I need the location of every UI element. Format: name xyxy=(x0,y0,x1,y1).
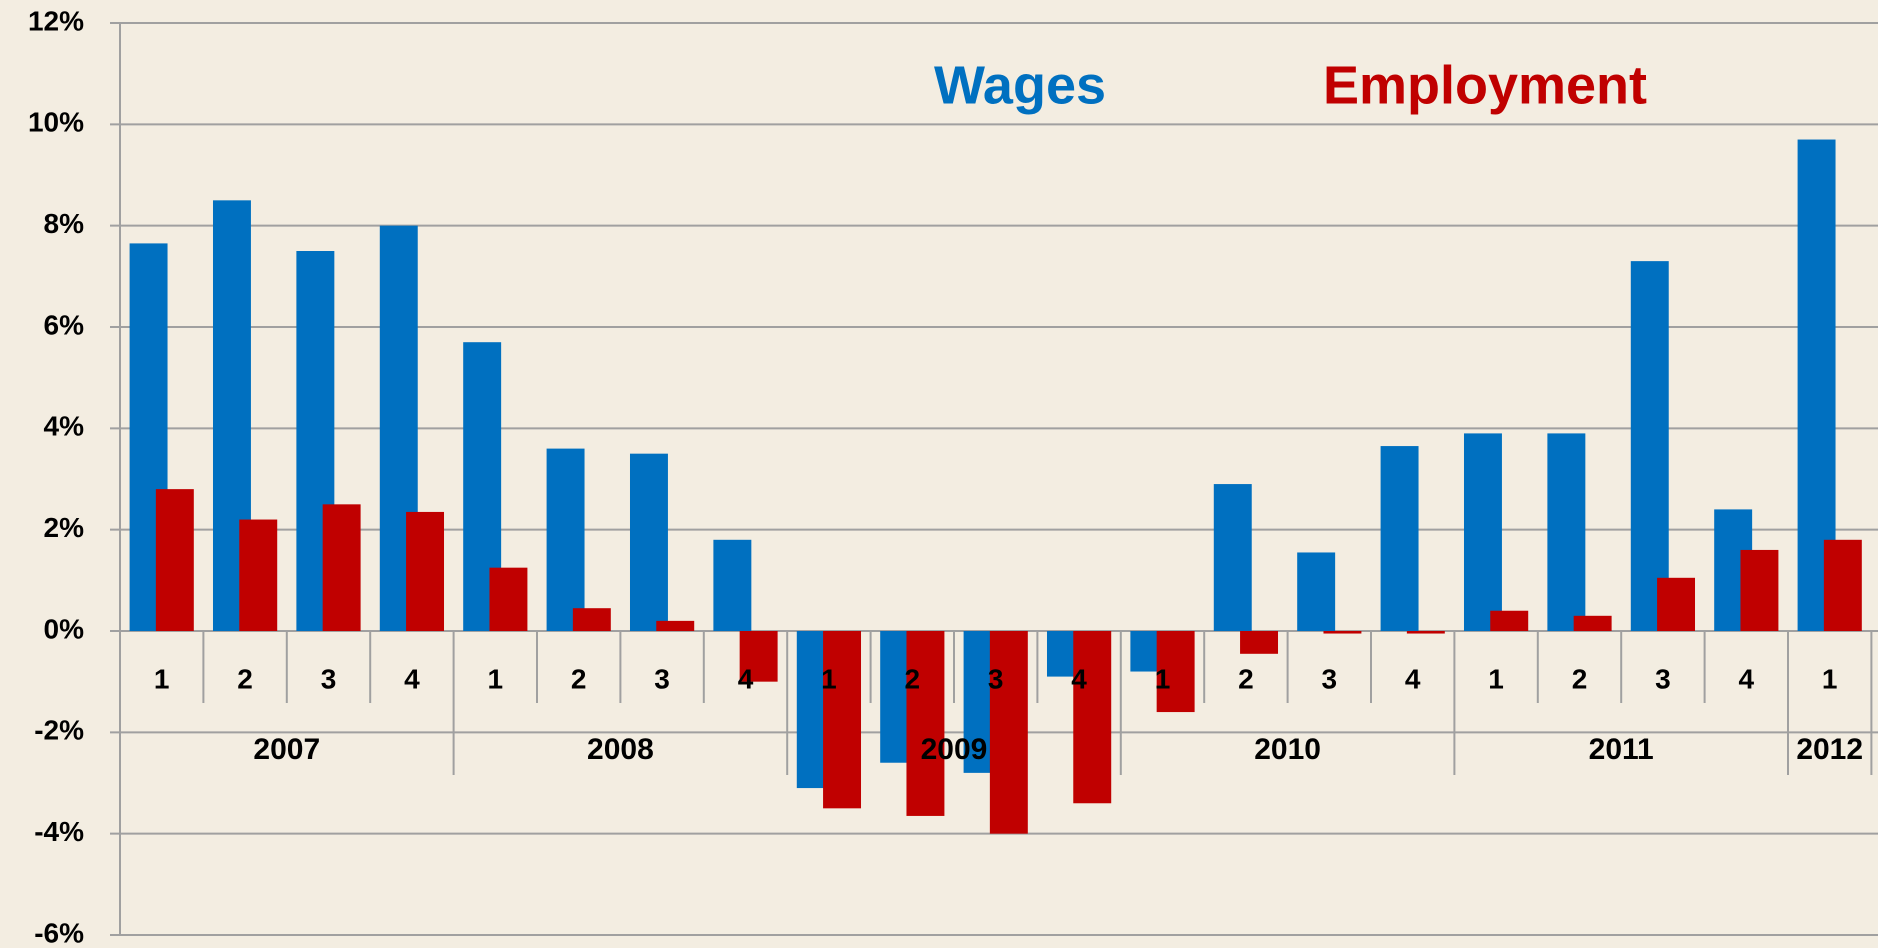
x-tick-label: 1 xyxy=(1822,663,1838,694)
bar xyxy=(1380,446,1419,631)
y-tick-label: 8% xyxy=(44,208,85,239)
group-label: 2011 xyxy=(1589,733,1654,766)
x-tick-label: 3 xyxy=(988,663,1004,694)
group-label: 2007 xyxy=(253,733,320,766)
group-label: 2009 xyxy=(921,733,988,766)
x-tick-label: 4 xyxy=(738,663,754,694)
bar xyxy=(629,453,668,631)
bar xyxy=(1573,615,1612,631)
bar xyxy=(322,504,361,631)
bar xyxy=(1463,433,1502,631)
y-tick-label: 6% xyxy=(44,309,85,340)
y-tick-label: 12% xyxy=(28,5,84,36)
x-tick-label: 2 xyxy=(905,663,921,694)
x-tick-label: 1 xyxy=(154,663,170,694)
x-tick-label: 3 xyxy=(1655,663,1671,694)
y-tick-label: -6% xyxy=(34,917,84,948)
group-label: 2010 xyxy=(1254,733,1321,766)
x-tick-label: 3 xyxy=(1322,663,1338,694)
x-tick-label: 4 xyxy=(404,663,420,694)
bar xyxy=(1823,539,1862,631)
bar xyxy=(1740,549,1779,631)
y-tick-label: 2% xyxy=(44,512,85,543)
bar xyxy=(1073,631,1112,804)
bar xyxy=(1547,433,1586,631)
bar xyxy=(906,631,945,816)
x-tick-label: 1 xyxy=(488,663,504,694)
x-tick-label: 1 xyxy=(1155,663,1171,694)
bar xyxy=(1406,631,1445,634)
y-tick-label: 4% xyxy=(44,411,85,442)
bar xyxy=(489,567,528,631)
bar xyxy=(1240,631,1279,654)
x-tick-label: 2 xyxy=(1572,663,1588,694)
bar xyxy=(989,631,1028,834)
x-tick-label: 2 xyxy=(237,663,253,694)
bar xyxy=(1297,552,1336,631)
group-label: 2012 xyxy=(1796,733,1863,766)
y-tick-label: 10% xyxy=(28,107,84,138)
bar xyxy=(823,631,862,809)
x-tick-label: 4 xyxy=(1071,663,1087,694)
bar xyxy=(155,489,194,631)
bar xyxy=(1213,484,1252,631)
y-tick-label: 0% xyxy=(44,613,85,644)
bar xyxy=(546,448,585,631)
y-tick-label: -4% xyxy=(34,816,84,847)
bar xyxy=(1657,577,1696,631)
x-tick-label: 1 xyxy=(1488,663,1504,694)
x-tick-label: 3 xyxy=(654,663,670,694)
bar xyxy=(572,608,611,631)
bar xyxy=(1323,631,1362,634)
bar xyxy=(1490,610,1529,631)
legend-label: Employment xyxy=(1323,55,1647,115)
x-tick-label: 2 xyxy=(1238,663,1254,694)
legend-label: Wages xyxy=(934,55,1106,115)
y-tick-label: -2% xyxy=(34,715,84,746)
x-tick-label: 1 xyxy=(821,663,837,694)
bar xyxy=(713,539,752,631)
bar xyxy=(739,631,778,682)
x-tick-label: 4 xyxy=(1405,663,1421,694)
x-tick-label: 2 xyxy=(571,663,587,694)
x-tick-label: 4 xyxy=(1739,663,1755,694)
bar xyxy=(239,519,278,631)
bar xyxy=(406,511,445,631)
bar xyxy=(656,620,695,631)
group-label: 2008 xyxy=(587,733,654,766)
bar xyxy=(1630,261,1669,631)
x-tick-label: 3 xyxy=(321,663,337,694)
bar xyxy=(1156,631,1195,713)
